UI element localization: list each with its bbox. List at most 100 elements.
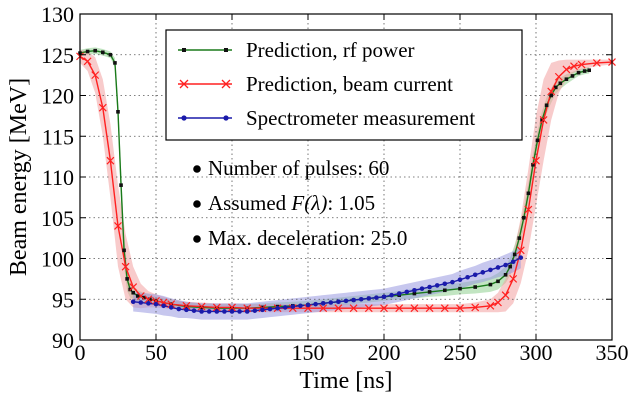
series-0-point — [113, 61, 117, 65]
series-0-point — [549, 93, 553, 98]
series-1-point — [106, 156, 115, 165]
series-2-point — [328, 300, 334, 305]
series-0-point — [512, 252, 517, 257]
series-2-point — [465, 274, 470, 280]
annotations: Number of pulses: 60 Assumed F(λ): 1.05 Ma… — [193, 156, 407, 250]
series-2-point — [146, 301, 151, 306]
series-2-point — [412, 287, 417, 293]
y-axis-label: Beam energy [MeV] — [6, 78, 32, 276]
annotation-text: Assumed F(λ): 1.05 — [208, 191, 375, 215]
series-2-point — [222, 309, 227, 314]
series-0-point — [526, 191, 531, 196]
x-tick-label: 50 — [145, 340, 167, 365]
series-0-point — [582, 69, 587, 73]
series-1-point — [114, 221, 122, 230]
series-0-point — [587, 68, 591, 73]
series-0-point — [553, 85, 558, 90]
series-0-point — [93, 48, 97, 53]
series-1-point — [182, 301, 191, 310]
series-1-point — [440, 304, 449, 313]
series-1-point — [486, 301, 495, 310]
series-1-point — [410, 304, 419, 313]
series-2-point — [244, 309, 250, 314]
annotation-text: Max. deceleration: 25.0 — [208, 226, 407, 250]
annotation-bullet — [193, 200, 201, 208]
series-1-point — [334, 304, 343, 313]
series-2-point — [510, 259, 516, 265]
series-1-point — [228, 303, 236, 312]
series-0-point — [488, 282, 493, 287]
x-tick-label: 200 — [368, 340, 401, 365]
series-0-point — [522, 215, 526, 220]
x-tick-label: 250 — [444, 340, 477, 365]
series-2-point — [298, 303, 303, 309]
series-2-point — [381, 294, 387, 300]
series-0-point — [135, 294, 140, 298]
x-tick-labels: 0 50 100 150 200 250 300 350 — [75, 340, 629, 365]
series-0-point — [517, 236, 522, 240]
series-0-point — [508, 264, 512, 269]
y-tick-label: 115 — [42, 124, 74, 149]
series-1-point — [554, 72, 563, 81]
legend-marker-0 — [182, 48, 186, 52]
series-2-point — [351, 297, 356, 303]
series-0-point — [564, 77, 569, 81]
series-0-point — [101, 50, 105, 55]
series-0-point — [544, 103, 549, 108]
series-2-point — [404, 289, 410, 295]
x-tick-label: 0 — [75, 340, 86, 365]
series-0-point — [131, 290, 135, 295]
series-0-point — [122, 248, 126, 253]
series-2-point — [434, 283, 440, 288]
series-2-point — [130, 299, 136, 304]
y-tick-labels: 90 95 100 105 110 115 120 125 130 — [41, 2, 74, 353]
series-1-point — [532, 156, 540, 165]
series-markers — [76, 48, 616, 314]
legend-marker-2 — [223, 115, 229, 121]
legend-label-2: Spectrometer measurement — [246, 106, 475, 130]
series-1-point — [501, 291, 510, 300]
series-1-point — [197, 302, 206, 311]
series-1-point — [152, 296, 160, 305]
series-1-point — [524, 205, 533, 214]
series-1-point — [349, 304, 358, 313]
series-2-point — [290, 304, 296, 309]
axis-ticks — [79, 13, 613, 341]
legend-marker-2 — [181, 115, 187, 121]
series-2-point — [518, 255, 524, 260]
series-2-point — [427, 284, 432, 290]
series-1-point — [159, 298, 168, 307]
series-2-point — [267, 306, 273, 312]
y-tick-label: 125 — [41, 43, 74, 68]
series-2-point — [396, 291, 402, 296]
series-2-point — [282, 305, 288, 310]
series-2-point — [260, 307, 265, 313]
series-1-point — [304, 304, 312, 313]
series-0-point — [412, 291, 417, 296]
series-1-point — [212, 303, 221, 312]
series-0-point — [535, 138, 540, 143]
series-2-point — [389, 292, 394, 298]
series-2-point — [457, 277, 463, 282]
series-2-point — [374, 295, 379, 300]
series-0-point — [125, 277, 129, 281]
series-1-point — [83, 57, 92, 66]
series-0-point — [558, 81, 563, 86]
series-0-point — [443, 288, 447, 293]
y-tick-label: 120 — [41, 84, 74, 109]
series-2-point — [252, 308, 258, 313]
series-2-point — [336, 299, 341, 304]
series-2-point — [366, 296, 372, 301]
series-2-point — [480, 270, 486, 275]
y-tick-label: 130 — [41, 2, 74, 27]
x-tick-label: 300 — [520, 340, 553, 365]
series-0-point — [427, 290, 432, 294]
series-2-point — [229, 309, 235, 314]
legend-label-0: Prediction, rf power — [246, 38, 415, 62]
series-1-point — [364, 304, 373, 313]
series-1-point — [471, 303, 480, 312]
x-axis-label: Time [ns] — [299, 368, 392, 394]
legend-marker-1 — [221, 79, 231, 89]
legend-marker-0 — [224, 48, 228, 52]
series-1-point — [91, 71, 100, 80]
